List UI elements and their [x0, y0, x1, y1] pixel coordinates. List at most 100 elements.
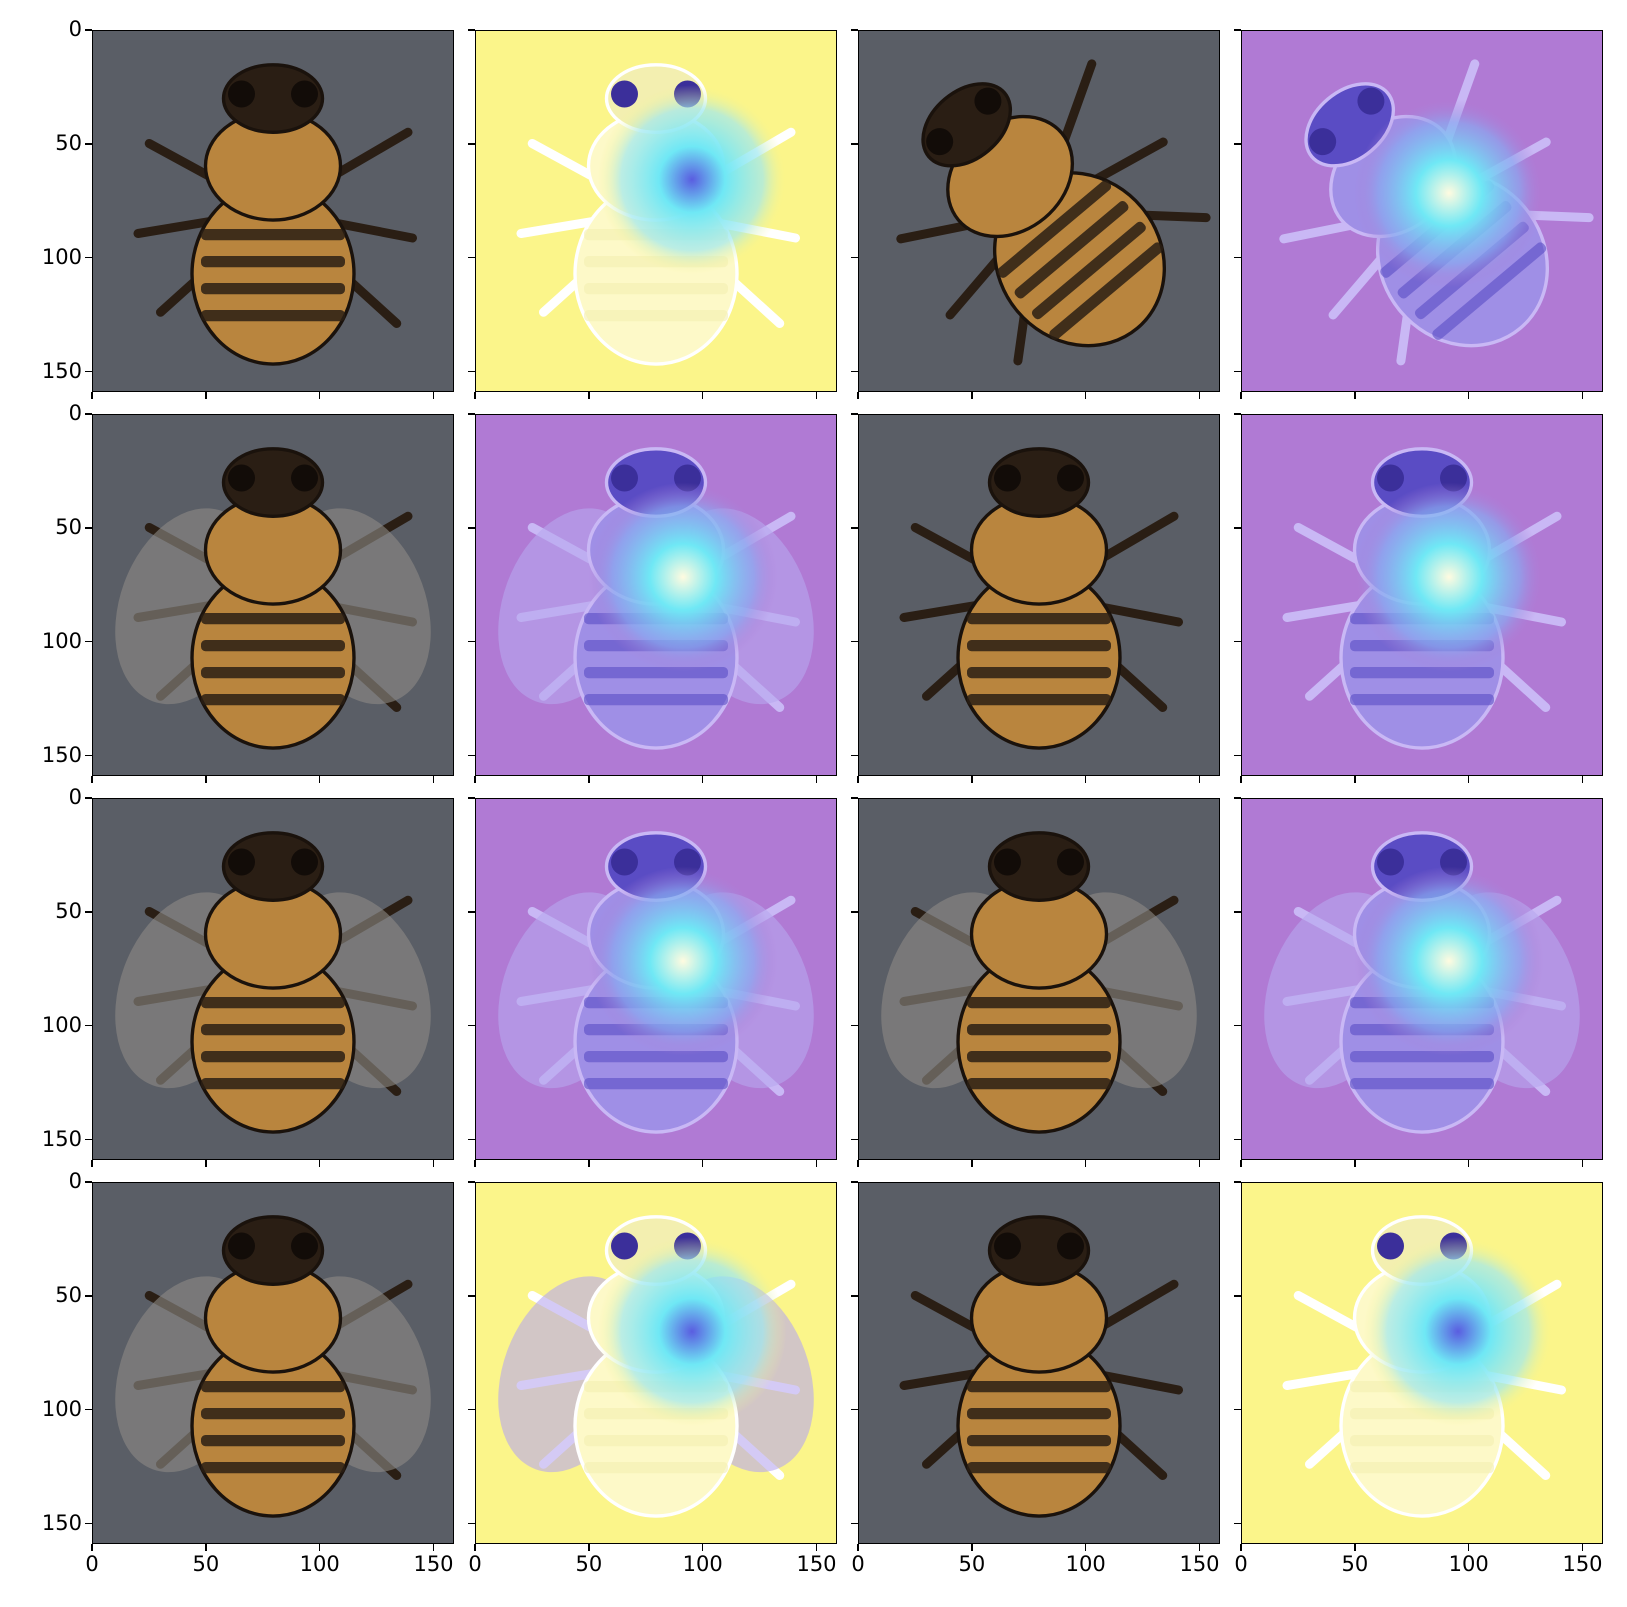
x-tick [1581, 1544, 1584, 1551]
x-tick [702, 392, 704, 399]
y-tick [1234, 413, 1241, 415]
x-tick [1468, 1544, 1470, 1551]
x-tick [971, 392, 973, 399]
y-tick-label: 0 [68, 785, 82, 809]
bee-figure [881, 831, 1197, 1134]
x-tick [971, 776, 973, 783]
x-tick [588, 776, 590, 783]
y-tick-label: 0 [68, 1169, 82, 1193]
x-tick [815, 392, 818, 399]
y-tick [85, 1295, 92, 1297]
y-tick [1234, 911, 1241, 913]
y-tick [851, 1522, 858, 1525]
x-tick [91, 392, 93, 399]
attention-hotspot [1363, 1237, 1553, 1426]
x-tick [432, 1160, 435, 1167]
x-tick-label: 0 [1234, 1552, 1248, 1576]
x-tick [857, 1160, 859, 1167]
y-tick [1234, 370, 1241, 373]
x-tick [588, 392, 590, 399]
heatmap-overlay-panel [475, 414, 837, 776]
bee-figure [115, 1215, 431, 1518]
x-tick [702, 1544, 704, 1551]
x-tick-label: 100 [1448, 1552, 1489, 1576]
x-tick-label: 100 [1065, 1552, 1106, 1576]
x-tick [319, 776, 321, 783]
x-tick [857, 1544, 859, 1551]
x-tick [857, 776, 859, 783]
y-tick-label: 100 [41, 628, 82, 653]
y-tick [1234, 641, 1241, 643]
y-tick-label: 150 [41, 742, 82, 767]
x-tick [1468, 1160, 1470, 1167]
x-tick-label: 150 [1562, 1552, 1603, 1576]
bee-figure [896, 59, 1211, 366]
x-tick [815, 776, 818, 783]
bee-photo-panel [858, 798, 1220, 1160]
y-tick [85, 370, 92, 373]
attention-hotspot [1354, 482, 1544, 672]
y-tick [851, 754, 858, 757]
y-tick [85, 797, 92, 799]
x-tick [971, 1160, 973, 1167]
y-tick-label: 50 [55, 130, 82, 155]
y-tick [468, 413, 475, 415]
y-tick [851, 1025, 858, 1027]
bee-figure [115, 447, 431, 750]
x-tick [1354, 1160, 1356, 1167]
x-tick [1240, 392, 1242, 399]
y-tick [85, 413, 92, 415]
y-tick [468, 1181, 475, 1183]
x-tick [319, 1544, 321, 1551]
x-tick [1354, 392, 1356, 399]
heatmap-overlay-panel [475, 1182, 837, 1544]
y-tick [851, 370, 858, 373]
x-tick [474, 776, 476, 783]
bee-photo-panel [858, 1182, 1220, 1544]
x-tick [1240, 776, 1242, 783]
x-tick [1240, 1160, 1242, 1167]
x-tick-label: 0 [468, 1552, 482, 1576]
heatmap-overlay-panel [475, 30, 837, 392]
x-tick [474, 1160, 476, 1167]
heatmap-overlay-panel [1241, 798, 1603, 1160]
y-tick-label: 50 [55, 1282, 82, 1307]
x-tick [1198, 776, 1201, 783]
x-tick [1581, 776, 1584, 783]
bee-figure [133, 63, 417, 366]
y-tick [851, 29, 858, 31]
heatmap-overlay-panel [1241, 1182, 1603, 1544]
x-tick [1240, 1544, 1242, 1551]
x-tick [1354, 1544, 1356, 1551]
y-tick [1234, 29, 1241, 31]
x-tick [1085, 776, 1087, 783]
x-tick [702, 776, 704, 783]
x-tick [1468, 392, 1470, 399]
y-tick [85, 257, 92, 259]
y-tick [468, 797, 475, 799]
x-tick [91, 1544, 93, 1551]
y-tick-label: 100 [41, 244, 82, 269]
y-tick [468, 911, 475, 913]
x-tick-label: 150 [413, 1552, 454, 1576]
y-tick [1234, 257, 1241, 259]
x-tick [91, 776, 93, 783]
y-tick [468, 1295, 475, 1297]
x-tick [815, 1160, 818, 1167]
bee-photo-panel [858, 414, 1220, 776]
y-tick [85, 1409, 92, 1411]
x-tick [205, 1544, 207, 1551]
bee-figure [899, 1215, 1183, 1518]
x-tick [432, 776, 435, 783]
y-tick [85, 1522, 92, 1525]
x-tick [1085, 1160, 1087, 1167]
y-tick [851, 143, 858, 145]
x-tick [702, 1160, 704, 1167]
x-tick [205, 392, 207, 399]
attention-hotspot [1354, 866, 1544, 1056]
y-tick [1234, 1295, 1241, 1297]
bee-photo-panel [92, 798, 454, 1160]
x-tick [1581, 392, 1584, 399]
y-tick [85, 527, 92, 529]
